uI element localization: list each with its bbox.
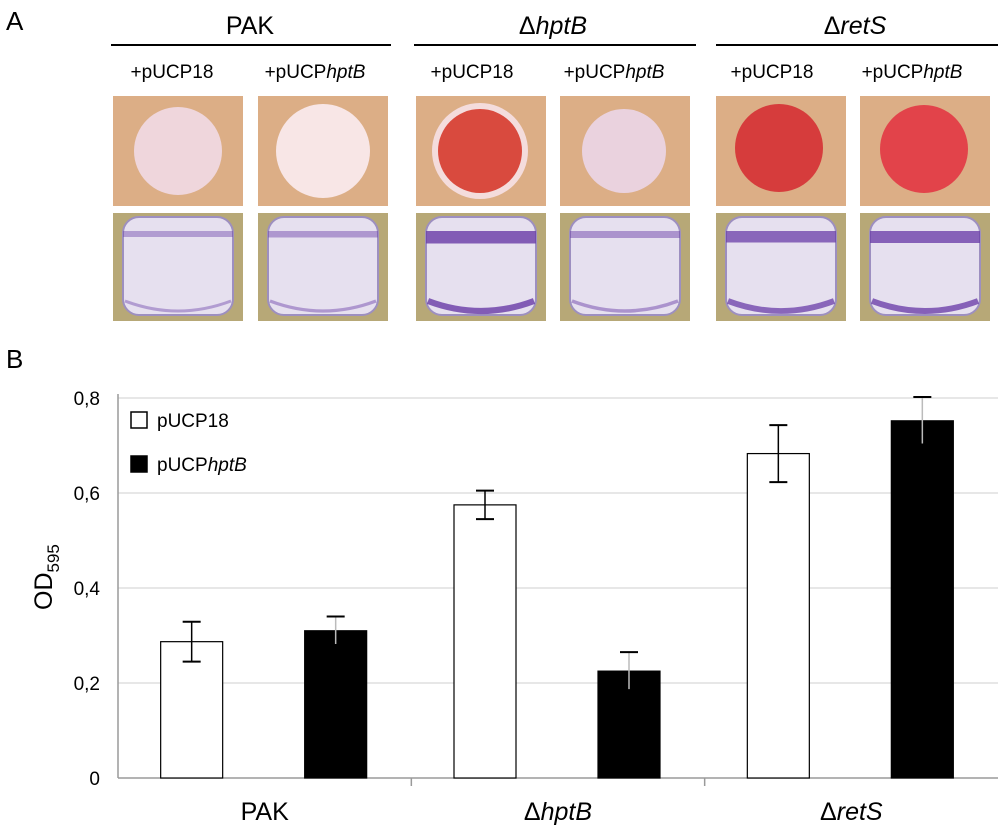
tube-glass (267, 216, 379, 316)
panel-b-letter: B (6, 344, 24, 374)
plate-photo-rets-pucphptb (860, 96, 990, 206)
stain-bottom (124, 299, 232, 313)
plate-photo-hptb-pucp18 (416, 96, 546, 206)
colony (880, 105, 968, 193)
bar (890, 420, 954, 779)
plasmid-label-2: +pUCPhptB (264, 62, 366, 83)
tube-photo-pak-pucp18 (113, 213, 243, 321)
stain-ring (570, 231, 680, 238)
plasmid-label-1: +pUCP18 (130, 62, 214, 83)
bar (746, 452, 810, 779)
bar (160, 641, 224, 779)
y-tick-label: 0,4 (74, 579, 101, 600)
bar-chart: 0 0,2 0,4 0,6 0,8 OD595 PAK ΔhptB ΔretS pUCP18 pUC… (30, 389, 998, 826)
plate-photo-hptb-pucphptb (560, 96, 690, 206)
x-tick-label: PAK (241, 798, 289, 826)
y-tick-label: 0,6 (74, 484, 100, 505)
colony (438, 109, 522, 193)
legend-swatch (130, 411, 148, 429)
group-rule-hptb (414, 44, 696, 46)
colony (276, 104, 370, 198)
colony (735, 104, 823, 192)
legend-swatch (130, 455, 148, 473)
panel-a-letter: A (6, 6, 24, 36)
y-tick-label: 0,2 (74, 674, 100, 695)
colony (134, 107, 222, 195)
stain-bottom (571, 299, 679, 313)
y-axis-label: OD595 (30, 544, 63, 610)
group-label-rets: ΔretS (823, 12, 887, 40)
plate-photo-pak-pucp18 (113, 96, 243, 206)
legend-label: pUCP18 (157, 411, 229, 432)
tube-photo-rets-pucp18 (716, 213, 846, 321)
group-label-pak: PAK (225, 12, 275, 40)
plasmid-label-6: +pUCPhptB (861, 62, 963, 83)
stain-bottom (870, 298, 980, 314)
group-rule-pak (111, 44, 391, 46)
x-tick-label: ΔhptB (524, 798, 592, 826)
stain-bottom (269, 299, 377, 313)
tube-photo-pak-pucphptb (258, 213, 388, 321)
stain-ring (870, 231, 980, 243)
stain-bottom (726, 298, 836, 314)
stain-bottom (426, 298, 536, 315)
legend-label: pUCPhptB (157, 455, 247, 476)
stain-ring (426, 231, 536, 244)
group-rule-rets (716, 44, 998, 46)
tube-glass (569, 216, 681, 316)
y-tick-label: 0,8 (74, 389, 100, 410)
plasmid-label-4: +pUCPhptB (563, 62, 665, 83)
bar (304, 630, 368, 779)
colony (582, 109, 666, 193)
plasmid-label-3: +pUCP18 (430, 62, 514, 83)
tube-glass (122, 216, 234, 316)
y-tick-label: 0 (89, 769, 100, 790)
plasmid-label-5: +pUCP18 (730, 62, 814, 83)
stain-ring (123, 231, 233, 237)
plate-photo-pak-pucphptb (258, 96, 388, 206)
tube-photo-rets-pucphptb (860, 213, 990, 321)
tube-photo-hptb-pucp18 (416, 213, 546, 321)
stain-ring (726, 231, 836, 243)
stain-ring (268, 231, 378, 238)
x-tick-label: ΔretS (820, 798, 883, 826)
tube-photo-hptb-pucphptb (560, 213, 690, 321)
bar (453, 504, 517, 779)
group-label-hptb: ΔhptB (518, 12, 588, 40)
plate-photo-rets-pucp18 (716, 96, 846, 206)
